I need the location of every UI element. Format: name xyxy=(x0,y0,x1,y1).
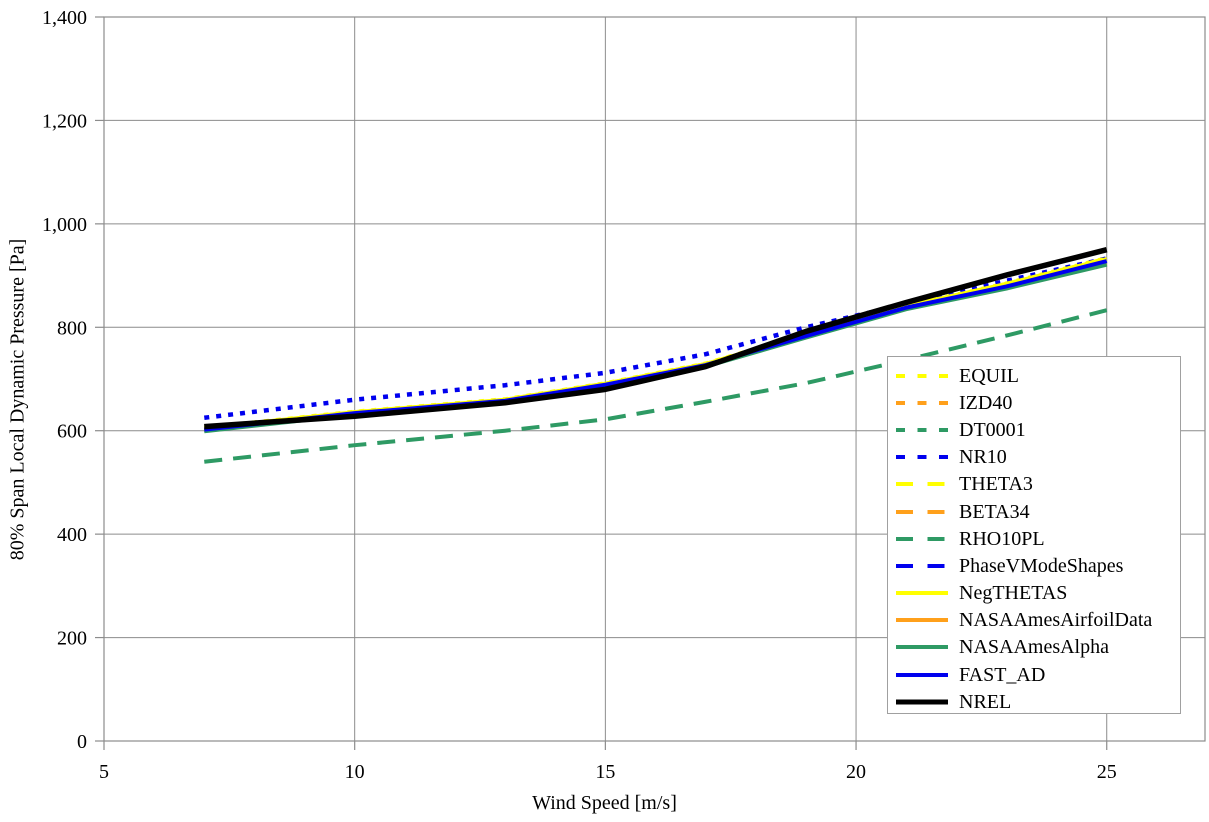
legend-label: NREL xyxy=(959,690,1012,713)
legend-item-RHO10PL: RHO10PL xyxy=(896,525,1180,552)
legend-item-FAST_AD: FAST_AD xyxy=(896,661,1180,688)
legend-swatch xyxy=(896,699,948,705)
legend-swatch xyxy=(896,455,948,460)
x-tick-label: 15 xyxy=(595,761,615,783)
y-tick-label: 400 xyxy=(57,524,87,546)
y-axis-title: 80% Span Local Dynamic Pressure [Pa] xyxy=(6,238,29,561)
legend-item-EQUIL: EQUIL xyxy=(896,362,1180,389)
plot-border xyxy=(103,16,1206,742)
y-tick-label: 800 xyxy=(57,317,87,339)
legend-swatch xyxy=(896,400,948,405)
legend-swatch xyxy=(896,563,948,568)
legend-label: RHO10PL xyxy=(959,527,1045,550)
legend-swatch xyxy=(896,373,948,378)
x-tick-label: 25 xyxy=(1097,761,1117,783)
legend-label: IZD40 xyxy=(959,391,1013,414)
legend-item-DT0001: DT0001 xyxy=(896,416,1180,443)
legend-swatch xyxy=(896,645,948,650)
legend-item-NegTHETAS: NegTHETAS xyxy=(896,580,1180,607)
legend-item-PhaseVModeShapes: PhaseVModeShapes xyxy=(896,552,1180,579)
legend-label: FAST_AD xyxy=(959,663,1046,686)
legend-item-NASAAmesAirfoilData: NASAAmesAirfoilData xyxy=(896,607,1180,634)
x-tick-label: 20 xyxy=(846,761,866,783)
legend-label: NASAAmesAirfoilData xyxy=(959,609,1153,632)
legend-label: NASAAmesAlpha xyxy=(959,636,1109,659)
legend-swatch xyxy=(896,536,948,541)
legend-label: BETA34 xyxy=(959,500,1030,523)
legend-swatch xyxy=(896,509,948,514)
legend-swatch xyxy=(896,482,948,487)
legend-item-NASAAmesAlpha: NASAAmesAlpha xyxy=(896,634,1180,661)
y-tick-label: 1,000 xyxy=(42,214,87,236)
legend-item-BETA34: BETA34 xyxy=(896,498,1180,525)
x-tick-label: 10 xyxy=(345,761,365,783)
legend-swatch xyxy=(896,618,948,623)
series-line-NREL xyxy=(204,247,1108,430)
x-axis-title: Wind Speed [m/s] xyxy=(532,792,677,814)
legend-label: NegTHETAS xyxy=(959,582,1068,605)
series-line-RHO10PL xyxy=(204,308,1108,464)
legend-item-IZD40: IZD40 xyxy=(896,389,1180,416)
y-tick-label: 600 xyxy=(57,421,87,443)
legend-item-NR10: NR10 xyxy=(896,444,1180,471)
legend-label: PhaseVModeShapes xyxy=(959,554,1124,577)
legend-label: EQUIL xyxy=(959,364,1019,387)
y-tick-label: 1,200 xyxy=(42,110,87,132)
legend: EQUIL IZD40 DT0001 NR10 THETA3 BETA34 RHO10PL P… xyxy=(887,356,1181,714)
legend-item-THETA3: THETA3 xyxy=(896,471,1180,498)
legend-swatch xyxy=(896,427,948,432)
series-line-NR10 xyxy=(204,256,1108,421)
y-tick-label: 200 xyxy=(57,628,87,650)
legend-item-NREL: NREL xyxy=(896,688,1180,715)
x-tick-label: 5 xyxy=(99,761,109,783)
legend-label: NR10 xyxy=(959,446,1007,469)
y-tick-label: 1,400 xyxy=(42,7,87,29)
legend-swatch xyxy=(896,672,948,677)
y-tick-label: 0 xyxy=(77,731,87,753)
legend-label: THETA3 xyxy=(959,473,1033,496)
legend-swatch xyxy=(896,591,948,596)
legend-label: DT0001 xyxy=(959,418,1026,441)
